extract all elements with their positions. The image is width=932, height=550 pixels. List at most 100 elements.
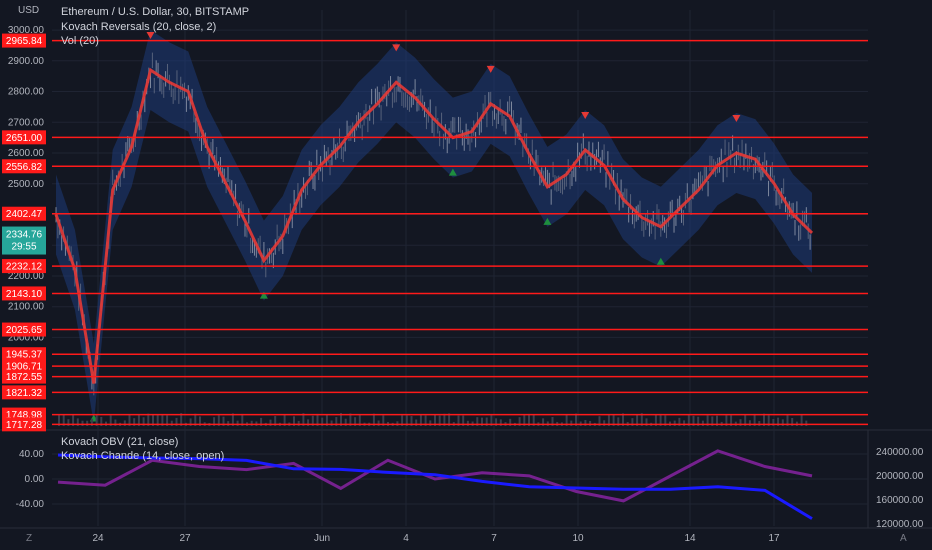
price-level-tag xyxy=(2,417,46,432)
price-level-tag xyxy=(2,286,46,301)
symbol-title[interactable]: Ethereum / U.S. Dollar, 30, BITSTAMP xyxy=(61,6,250,18)
price-level-value: 1872.55 xyxy=(6,372,43,383)
price-level-tag xyxy=(2,33,46,48)
volume-bar xyxy=(90,418,93,426)
y-tick-label: 2000.00 xyxy=(8,332,45,343)
price-level-value: 2965.84 xyxy=(6,36,43,47)
volume-bar xyxy=(589,420,592,426)
kovach-chande-line xyxy=(57,449,813,503)
volume-bar xyxy=(711,416,714,426)
volume-bar xyxy=(217,415,220,426)
bar-countdown: 29:55 xyxy=(11,242,36,253)
volume-bar xyxy=(645,418,648,426)
volume-bar xyxy=(758,421,761,426)
volume-bar xyxy=(654,414,657,426)
volume-bar xyxy=(67,419,70,426)
volume-bar xyxy=(584,420,587,426)
volume-bar xyxy=(156,414,159,426)
volume-bar xyxy=(335,417,338,426)
volume-bar xyxy=(100,416,103,426)
indicator-kovach-chande-label[interactable]: Kovach Chande (14, close, open) xyxy=(61,450,225,462)
volume-bar xyxy=(137,414,140,426)
volume-bar xyxy=(739,419,742,426)
volume-bar xyxy=(786,414,789,426)
volume-bar xyxy=(58,414,60,426)
indicator-kovach-reversals-label[interactable]: Kovach Reversals (20, close, 2) xyxy=(61,21,217,33)
volume-bar xyxy=(330,420,333,426)
volume-bar xyxy=(499,419,502,426)
y-tick-label: 2100.00 xyxy=(8,302,45,313)
volume-bar xyxy=(302,413,305,426)
volume-bar xyxy=(170,420,173,426)
price-level-value: 1906.71 xyxy=(6,362,43,373)
volume-bar xyxy=(227,421,230,426)
y-tick-label: 2800.00 xyxy=(8,87,45,98)
lower-right-tick-label: 160000.00 xyxy=(876,495,924,506)
sell-reversal-marker xyxy=(486,65,495,73)
volume-bar xyxy=(434,414,436,426)
sell-reversal-marker xyxy=(732,115,741,123)
kovach-obv-line xyxy=(57,453,813,520)
volume-bar xyxy=(123,420,126,426)
volume-bar xyxy=(448,413,451,426)
volume-bar xyxy=(410,416,413,426)
x-tick-label: 7 xyxy=(491,533,497,544)
volume-bar xyxy=(382,415,385,426)
volume-bar xyxy=(81,420,84,426)
price-level-tag xyxy=(2,259,46,274)
volume-bar xyxy=(495,418,498,426)
sell-reversal-marker xyxy=(146,32,155,40)
price-level-tag xyxy=(2,385,46,400)
price-level-tag xyxy=(2,322,46,337)
volume-bar xyxy=(72,415,75,426)
volume-bar xyxy=(354,417,357,426)
lower-right-tick-label: 120000.00 xyxy=(876,519,924,530)
volume-bar xyxy=(772,418,775,426)
volume-bar xyxy=(161,414,164,426)
price-level-value: 1821.32 xyxy=(6,388,43,399)
volume-bar xyxy=(297,420,300,426)
volume-bar xyxy=(781,419,784,426)
volume-bar xyxy=(664,415,667,426)
volume-bar xyxy=(617,417,620,426)
volume-bar xyxy=(222,416,225,426)
timezone-button[interactable]: Z xyxy=(26,533,33,544)
y-tick-label: 2200.00 xyxy=(8,271,45,282)
volume-bar xyxy=(175,417,178,426)
volume-bar xyxy=(659,413,662,426)
volume-bar xyxy=(767,415,770,426)
y-tick-label: 2600.00 xyxy=(8,148,45,159)
volume-bar xyxy=(551,417,554,426)
price-level-value: 1748.98 xyxy=(6,410,43,421)
volume-bar xyxy=(274,416,277,426)
volume-bar xyxy=(316,413,319,426)
indicator-kovach-obv-label[interactable]: Kovach OBV (21, close) xyxy=(61,436,179,448)
buy-reversal-marker xyxy=(543,217,552,225)
lower-left-tick-label: 0.00 xyxy=(25,474,45,485)
x-tick-label: Jun xyxy=(314,533,330,544)
volume-bar xyxy=(622,413,624,426)
volume-bar xyxy=(194,413,197,426)
x-tick-label: 27 xyxy=(179,533,191,544)
volume-bar xyxy=(419,414,422,426)
volume-bar xyxy=(358,414,361,426)
volume-bar xyxy=(372,413,375,426)
indicator-volume-label[interactable]: Vol (20) xyxy=(61,35,99,47)
volume-bar xyxy=(438,415,441,426)
auto-scale-button[interactable]: A xyxy=(900,533,907,544)
volume-bar xyxy=(598,416,601,426)
volume-bar xyxy=(612,414,615,426)
volume-bar xyxy=(640,413,643,426)
buy-reversal-marker xyxy=(448,168,457,176)
volume-bar xyxy=(76,418,79,426)
price-level-tag xyxy=(2,159,46,174)
volume-bar xyxy=(344,418,347,426)
volume-bar xyxy=(542,418,545,426)
price-level-tag xyxy=(2,130,46,145)
volume-bar xyxy=(800,414,803,426)
buy-reversal-marker xyxy=(259,291,268,299)
volume-bar xyxy=(128,414,131,426)
volume-bar xyxy=(509,418,512,426)
volume-bar xyxy=(142,417,145,426)
